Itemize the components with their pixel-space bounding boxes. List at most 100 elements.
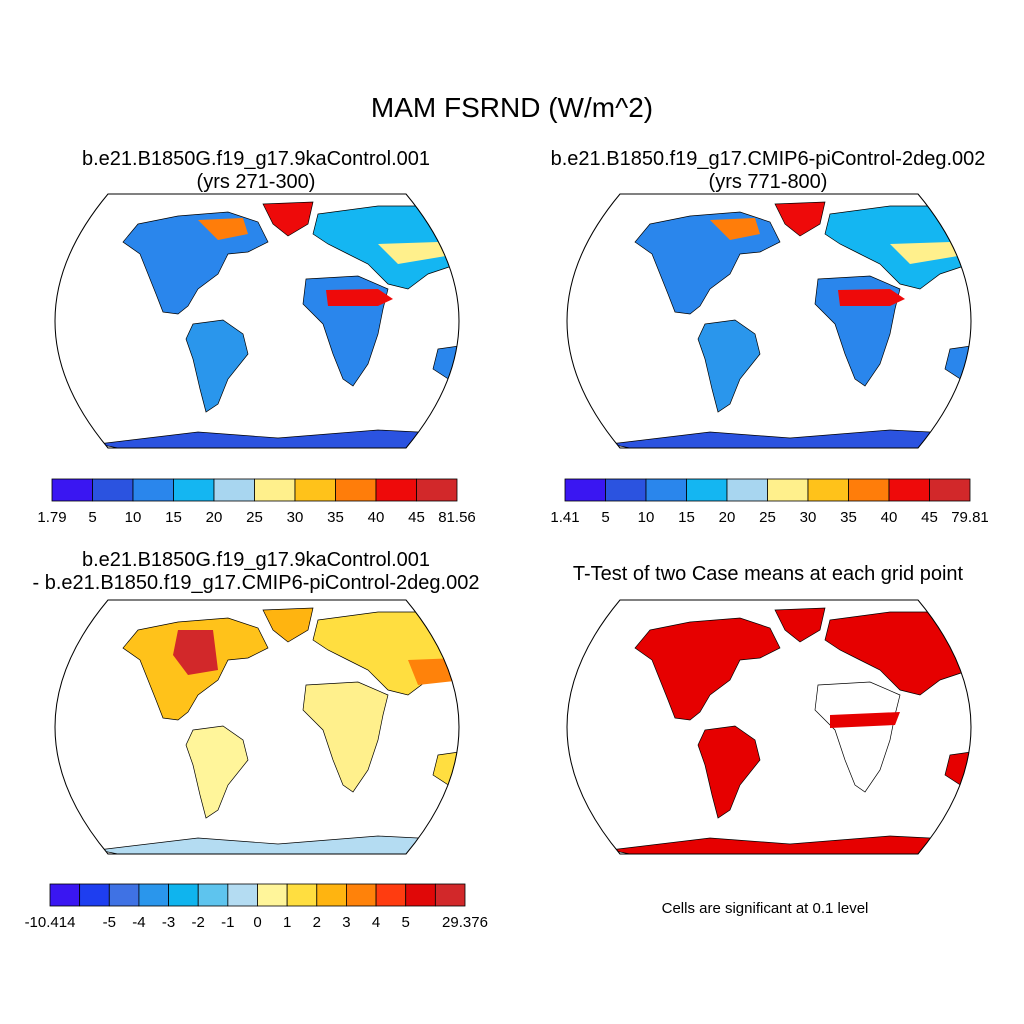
panel-title-case1: b.e21.B1850G.f19_g17.9kaControl.001 (yrs… <box>0 148 512 194</box>
land-southAmerica <box>185 319 249 413</box>
colorbar-swatch <box>434 883 466 907</box>
land-northAmerica <box>634 211 781 315</box>
colorbar-diff: -10.414 -5 -4 -3 -2 -1 0 1 2 3 4 5 29.376 <box>25 883 488 931</box>
colorbar-tick-label: 1.41 <box>550 509 579 526</box>
colorbar-tick-label: -10.414 <box>25 914 76 931</box>
colorbar-tick-label: 35 <box>840 509 857 526</box>
colorbar-swatch <box>49 883 81 907</box>
panel-title-case2-line2: (yrs 771-800) <box>708 171 828 193</box>
colorbar-swatch <box>686 478 728 502</box>
colorbar-tick-label: 5 <box>601 509 609 526</box>
colorbar-tick-label: 79.81 <box>951 509 989 526</box>
map-panel-case1 <box>54 193 460 449</box>
significance-note: Cells are significant at 0.1 level <box>661 900 869 917</box>
land-southAmerica <box>697 319 761 413</box>
colorbar-tick-label: 2 <box>313 914 321 931</box>
land-greenland <box>774 607 826 643</box>
map-case2-border <box>566 193 972 449</box>
colorbar-swatch <box>213 478 255 502</box>
land-highlight <box>710 218 760 240</box>
panel-title-case2: b.e21.B1850.f19_g17.CMIP6-piControl-2deg… <box>512 148 1024 194</box>
panel-title-diff: b.e21.B1850G.f19_g17.9kaControl.001 - b.… <box>0 549 532 595</box>
map-panel-diff <box>54 599 460 855</box>
colorbar-tick-label: 45 <box>408 509 425 526</box>
colorbar-swatch <box>316 883 347 907</box>
colorbar-tick-label: 29.376 <box>442 914 488 931</box>
panel-title-diff-line1: b.e21.B1850G.f19_g17.9kaControl.001 <box>81 549 431 571</box>
colorbar-tick-label: 3 <box>342 914 350 931</box>
land-australia <box>944 749 971 789</box>
colorbar-swatch <box>92 478 134 502</box>
panel-title-diff-line2: - b.e21.B1850.f19_g17.CMIP6-piControl-2d… <box>32 572 480 594</box>
colorbar-tick-label: 25 <box>759 509 776 526</box>
colorbar-tick-label: 45 <box>921 509 938 526</box>
colorbar-swatch <box>254 478 296 502</box>
colorbar-swatch <box>168 883 199 907</box>
panel-title-case2-line1: b.e21.B1850.f19_g17.CMIP6-piControl-2deg… <box>550 148 986 170</box>
colorbar-tick-label: 40 <box>368 509 385 526</box>
colorbar-tick-label: 20 <box>719 509 736 526</box>
colorbar-tick-label: -5 <box>103 914 116 931</box>
colorbar-swatch <box>405 883 436 907</box>
colorbar-tick-label: 20 <box>206 509 223 526</box>
map-diff-border <box>54 599 460 855</box>
colorbar-case2: 1.41 5 10 15 20 25 30 35 40 45 79.81 <box>550 478 989 526</box>
colorbar-swatch <box>346 883 377 907</box>
land-australia <box>944 343 971 383</box>
colorbar-swatch <box>197 883 229 907</box>
colorbar-swatch <box>294 478 336 502</box>
map-ttest-land <box>609 607 971 854</box>
map-diff-land <box>97 607 459 854</box>
colorbar-swatch <box>375 478 417 502</box>
land-antarctica <box>97 429 459 448</box>
colorbar-swatch <box>79 883 110 907</box>
colorbar-swatch <box>108 883 140 907</box>
map-case1-land <box>97 201 459 448</box>
colorbar-tick-label: 5 <box>88 509 96 526</box>
colorbar-swatch <box>132 478 174 502</box>
colorbar-swatch <box>227 883 258 907</box>
colorbar-swatch <box>375 883 407 907</box>
panel-title-ttest: T-Test of two Case means at each grid po… <box>512 563 1024 586</box>
colorbar-swatch <box>605 478 647 502</box>
colorbar-case1: 1.79 5 10 15 20 25 30 35 40 45 81.56 <box>37 478 476 526</box>
land-eurasia <box>312 611 459 696</box>
colorbar-swatch <box>564 478 606 502</box>
colorbar-swatch <box>888 478 930 502</box>
colorbar-swatch <box>173 478 215 502</box>
colorbar-swatch <box>51 478 93 502</box>
land-southAmerica <box>185 725 249 819</box>
map-case2-land <box>609 201 971 448</box>
colorbar-tick-label: 0 <box>253 914 261 931</box>
land-highlight <box>838 289 905 306</box>
map-panel-case2 <box>566 193 972 449</box>
colorbar-swatch <box>286 883 318 907</box>
colorbar-tick-label: 15 <box>678 509 695 526</box>
land-northAmerica <box>122 211 269 315</box>
colorbar-tick-label: 10 <box>125 509 142 526</box>
land-australia <box>432 749 459 789</box>
land-greenland <box>774 201 826 237</box>
colorbar-tick-label: 4 <box>372 914 380 931</box>
map-ttest-border <box>566 599 972 855</box>
land-antarctica <box>97 835 459 854</box>
colorbar-swatch <box>848 478 890 502</box>
colorbar-tick-label: -1 <box>221 914 234 931</box>
land-highlight <box>830 712 900 728</box>
colorbar-tick-label: 81.56 <box>438 509 476 526</box>
colorbar-tick-label: 30 <box>287 509 304 526</box>
land-highlight <box>173 630 218 675</box>
land-africa <box>302 681 389 793</box>
colorbar-swatch <box>138 883 169 907</box>
land-highlight <box>326 289 393 306</box>
colorbar-tick-label: -3 <box>162 914 175 931</box>
land-southAmerica <box>697 725 761 819</box>
panel-title-case1-line2: (yrs 271-300) <box>196 171 316 193</box>
land-antarctica <box>609 429 971 448</box>
panel-title-case1-line1: b.e21.B1850G.f19_g17.9kaControl.001 <box>81 148 431 170</box>
colorbar-swatch <box>335 478 377 502</box>
colorbar-tick-label: 30 <box>800 509 817 526</box>
colorbar-swatch <box>929 478 971 502</box>
land-eurasia <box>824 611 971 696</box>
land-northAmerica <box>634 617 781 721</box>
